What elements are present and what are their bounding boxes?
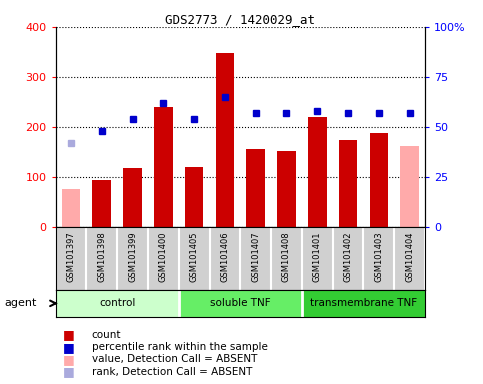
Text: GSM101406: GSM101406 (220, 232, 229, 282)
Bar (56, 290, 179, 317)
Bar (246, 149, 265, 227)
Bar (308, 117, 327, 227)
Text: ■: ■ (63, 328, 74, 341)
Text: ■: ■ (63, 341, 74, 354)
Text: GSM101398: GSM101398 (97, 232, 106, 282)
Text: percentile rank within the sample: percentile rank within the sample (92, 342, 268, 352)
Text: GSM101407: GSM101407 (251, 232, 260, 282)
Text: value, Detection Call = ABSENT: value, Detection Call = ABSENT (92, 354, 257, 364)
Text: GSM101405: GSM101405 (190, 232, 199, 282)
Text: GSM101399: GSM101399 (128, 232, 137, 282)
Text: GSM101401: GSM101401 (313, 232, 322, 282)
Bar (400, 146, 419, 227)
Text: transmembrane TNF: transmembrane TNF (310, 298, 417, 308)
Title: GDS2773 / 1420029_at: GDS2773 / 1420029_at (165, 13, 315, 26)
Text: ■: ■ (63, 365, 74, 378)
Bar (185, 167, 203, 227)
Text: GSM101400: GSM101400 (159, 232, 168, 282)
Text: GSM101408: GSM101408 (282, 232, 291, 282)
Text: ■: ■ (63, 353, 74, 366)
Text: GSM101404: GSM101404 (405, 232, 414, 282)
Bar (123, 168, 142, 227)
Text: rank, Detection Call = ABSENT: rank, Detection Call = ABSENT (92, 367, 252, 377)
Text: GSM101403: GSM101403 (374, 232, 384, 282)
Bar (179, 290, 302, 317)
Text: count: count (92, 330, 121, 340)
Bar (215, 53, 234, 227)
Bar (92, 180, 111, 227)
Text: agent: agent (5, 298, 37, 308)
Bar (302, 290, 425, 317)
Text: GSM101397: GSM101397 (67, 232, 75, 282)
Bar (154, 107, 172, 227)
Bar (62, 189, 80, 227)
Text: GSM101402: GSM101402 (343, 232, 353, 282)
Bar (277, 151, 296, 227)
Bar (369, 133, 388, 227)
Text: soluble TNF: soluble TNF (210, 298, 270, 308)
Text: control: control (99, 298, 135, 308)
Bar (339, 140, 357, 227)
